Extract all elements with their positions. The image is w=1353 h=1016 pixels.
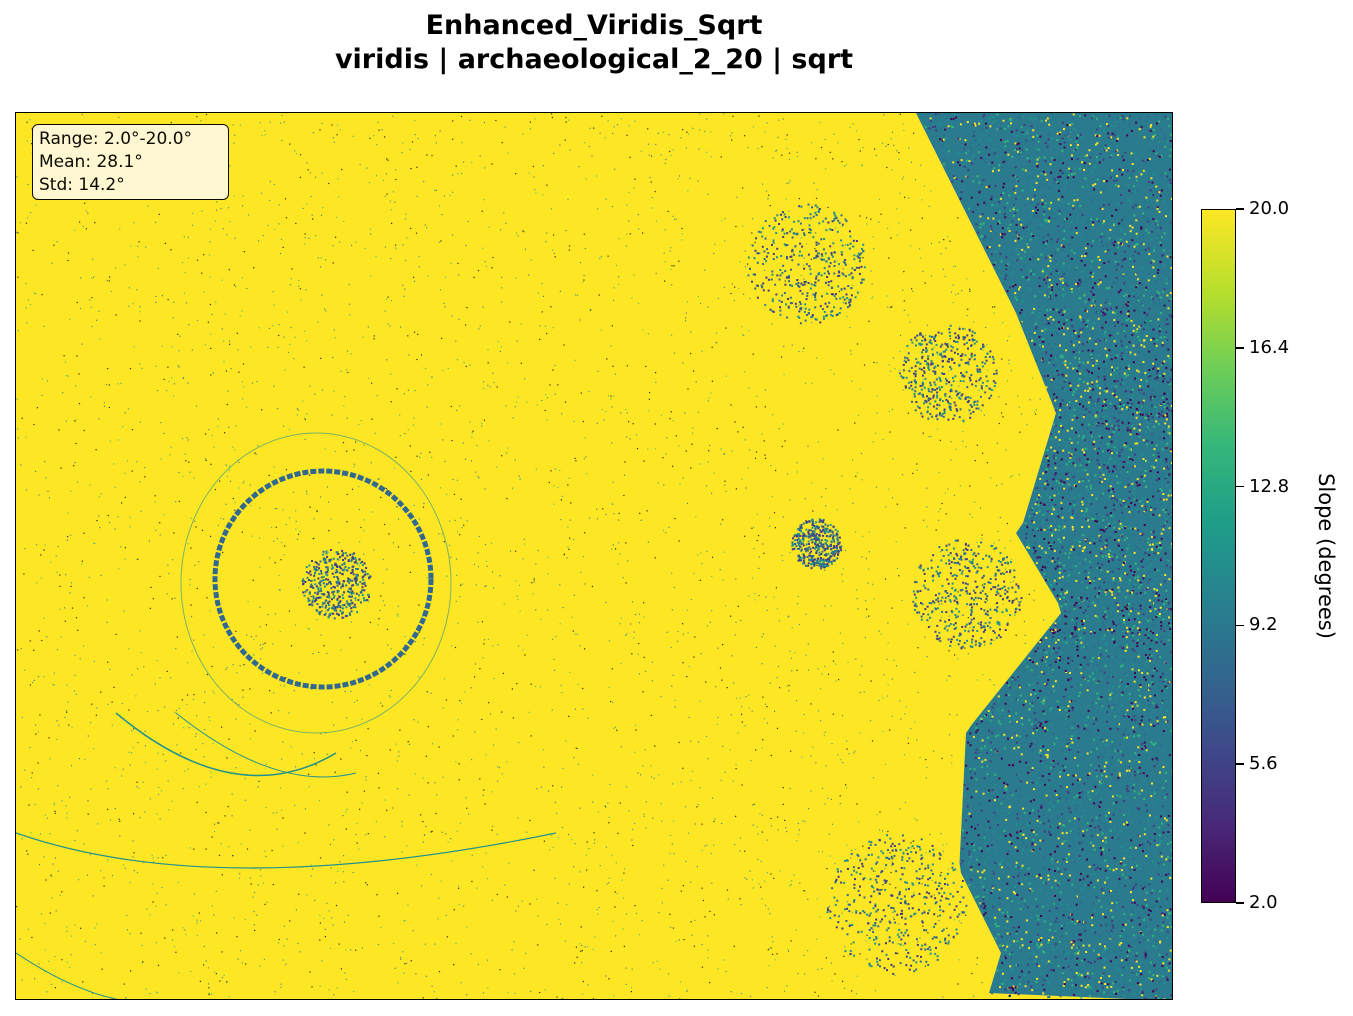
colorbar-label: Slope (degrees): [1314, 473, 1338, 639]
stats-std: Std: 14.2°: [39, 175, 125, 195]
colorbar: [1201, 209, 1236, 903]
chart-title: Enhanced_Viridis_Sqrt: [425, 10, 763, 41]
colorbar-tick: [1236, 902, 1244, 904]
colorbar-tick: [1236, 208, 1244, 210]
colorbar-tick: [1236, 485, 1244, 488]
chart-subtitle: viridis | archaeological_2_20 | sqrt: [334, 44, 854, 75]
colorbar-tick: [1236, 347, 1244, 349]
stats-mean: Mean: 28.1°: [39, 152, 143, 172]
colorbar-tick-label: 16.4: [1249, 336, 1290, 358]
heatmap-plot-area: [15, 112, 1173, 1000]
stats-box: Range: 2.0°-20.0° Mean: 28.1° Std: 14.2°: [32, 124, 229, 200]
colorbar-tick-label: 9.2: [1249, 614, 1278, 636]
stats-range: Range: 2.0°-20.0°: [39, 129, 193, 149]
heatmap-image: [16, 113, 1172, 999]
low-slope-region: [916, 113, 1172, 999]
colorbar-tick: [1236, 624, 1244, 627]
colorbar-tick-label: 2.0: [1249, 892, 1278, 913]
colorbar-tick-label: 5.6: [1249, 753, 1278, 775]
ring-feature: [212, 468, 434, 690]
colorbar-tick-label: 20.0: [1249, 198, 1290, 219]
colorbar-tick: [1236, 763, 1244, 765]
colorbar-tick-label: 12.8: [1249, 475, 1290, 497]
